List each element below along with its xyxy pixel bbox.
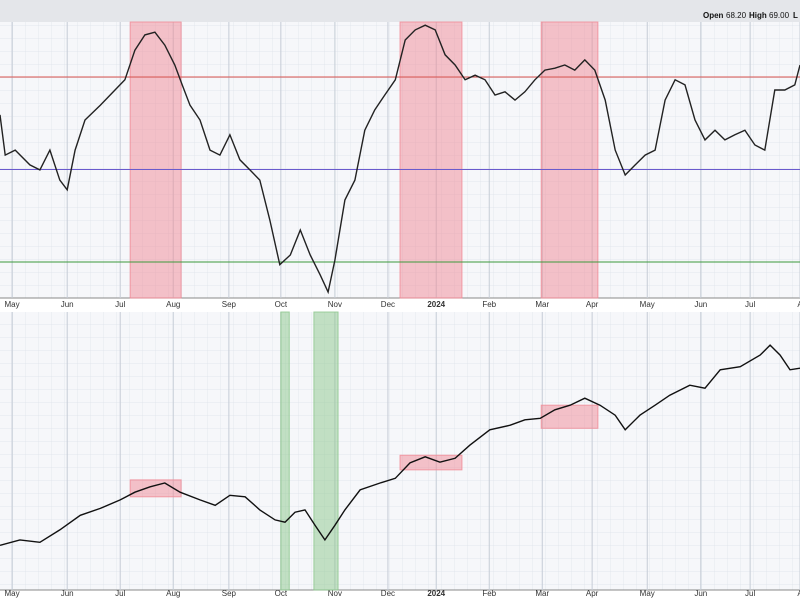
x-tick-label: Jul xyxy=(745,300,755,309)
x-tick-label: Feb xyxy=(482,589,496,598)
x-tick-label: Aug xyxy=(166,300,180,309)
x-tick-label: Jun xyxy=(694,300,707,309)
x-tick-label: Nov xyxy=(328,589,342,598)
x-tick-label: Sep xyxy=(222,300,237,309)
highlight-band xyxy=(129,21,182,299)
x-tick-label: Nov xyxy=(328,300,342,309)
top-bar xyxy=(0,0,800,22)
x-tick-label: Jul xyxy=(115,300,125,309)
header-value: 69.00 xyxy=(769,11,790,20)
header-value: 68.20 xyxy=(726,11,747,20)
x-tick-label: Feb xyxy=(482,300,496,309)
x-tick-label: Oct xyxy=(275,589,288,598)
x-tick-label: Aug xyxy=(166,589,180,598)
x-tick-label: Sep xyxy=(222,589,237,598)
x-tick-label: Jun xyxy=(694,589,707,598)
highlight-band xyxy=(313,311,339,591)
header-label: High xyxy=(749,11,767,20)
x-tick-label: 2024 xyxy=(427,589,445,598)
x-tick-label: Jun xyxy=(61,589,74,598)
x-tick-label: Dec xyxy=(381,589,395,598)
x-tick-label: A xyxy=(797,300,800,309)
x-tick-label: Mar xyxy=(535,589,549,598)
x-tick-label: May xyxy=(5,589,20,598)
x-tick-label: Jul xyxy=(115,589,125,598)
highlight-band xyxy=(399,21,463,299)
fine-grid xyxy=(0,312,800,590)
x-tick-label: A xyxy=(797,589,800,598)
x-tick-label: May xyxy=(5,300,20,309)
highlight-band xyxy=(399,454,463,471)
x-tick-label: Dec xyxy=(381,300,395,309)
x-tick-label: Apr xyxy=(586,589,599,598)
header-label: L xyxy=(793,11,798,20)
data-line xyxy=(0,344,800,546)
x-tick-label: 2024 xyxy=(427,300,445,309)
highlight-band xyxy=(540,404,599,429)
x-tick-label: May xyxy=(640,589,655,598)
x-tick-label: May xyxy=(640,300,655,309)
x-tick-label: Jul xyxy=(745,589,755,598)
data-line xyxy=(0,24,800,295)
header: Open 68.20 High 69.00 L xyxy=(703,11,798,20)
highlight-band xyxy=(540,21,599,299)
header-label: Open xyxy=(703,11,724,20)
highlight-band xyxy=(280,311,290,591)
x-tick-label: Mar xyxy=(535,300,549,309)
x-tick-label: Jun xyxy=(61,300,74,309)
x-tick-label: Oct xyxy=(275,300,288,309)
highlight-band xyxy=(129,479,182,498)
x-tick-label: Apr xyxy=(586,300,599,309)
